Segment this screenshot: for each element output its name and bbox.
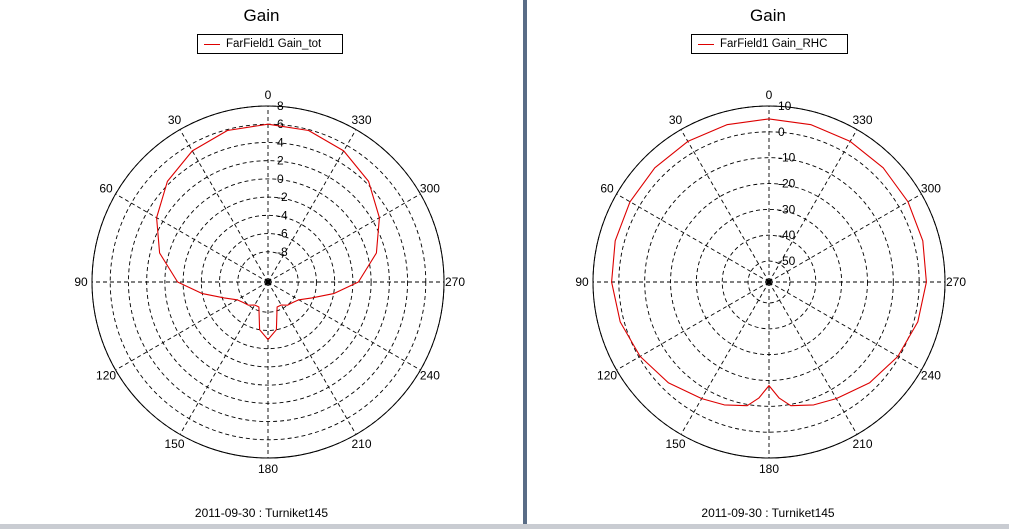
angle-tick-label: 0 xyxy=(766,88,773,102)
angle-tick-label: 120 xyxy=(96,369,116,383)
angle-tick-label: 90 xyxy=(74,275,88,289)
angle-tick-label: 300 xyxy=(420,182,440,196)
legend-label: FarField1 Gain_tot xyxy=(226,38,322,50)
footer-caption: 2011-09-30 : Turniket145 xyxy=(194,506,329,520)
radial-tick-label: -8 xyxy=(277,245,288,259)
radial-grid-circle xyxy=(644,157,894,407)
angle-spoke xyxy=(267,129,357,283)
center-marker xyxy=(264,278,272,286)
angle-tick-label: 0 xyxy=(265,88,272,102)
bottom-scrollbar-strip[interactable] xyxy=(0,524,1009,529)
angle-spoke xyxy=(768,193,922,283)
angle-spoke xyxy=(768,129,858,283)
radial-grid-circle xyxy=(164,178,372,386)
angle-spoke xyxy=(680,129,770,283)
polar-plot-gain-tot: 8 6 4 2 0 -2 -4 -6 -8 0 30 60 90 120 150 180 210 240 270 30… xyxy=(74,88,465,476)
angle-spoke xyxy=(267,281,357,435)
radial-tick-label: -4 xyxy=(277,208,288,222)
chart-legend: FarField1 Gain_tot xyxy=(197,34,343,54)
radial-tick-label: 2 xyxy=(277,154,284,168)
series-line xyxy=(611,118,927,407)
angle-spoke xyxy=(680,281,770,435)
angle-tick-label: 90 xyxy=(575,275,589,289)
left-chart-panel: Gain FarField1 Gain_tot 8 6 4 2 0 -2 -4 -6 -8 0 30… xyxy=(74,6,466,520)
angle-spoke xyxy=(616,281,770,371)
angle-spoke xyxy=(267,281,421,371)
radial-tick-label: 8 xyxy=(277,99,284,113)
radial-tick-label: -40 xyxy=(778,228,796,242)
angle-spoke xyxy=(768,281,858,435)
radial-grid-circle xyxy=(747,260,791,304)
angle-tick-label: 210 xyxy=(351,437,371,451)
radial-tick-label: 4 xyxy=(277,135,284,149)
legend-label: FarField1 Gain_RHC xyxy=(720,38,828,50)
radial-tick-label: 0 xyxy=(778,125,785,139)
angle-tick-label: 120 xyxy=(597,369,617,383)
chart-legend: FarField1 Gain_RHC xyxy=(691,34,848,54)
angle-tick-label: 60 xyxy=(99,182,113,196)
angle-tick-label: 270 xyxy=(445,275,465,289)
angle-tick-label: 30 xyxy=(669,113,683,127)
angle-tick-label: 210 xyxy=(852,437,872,451)
right-chart-panel: Gain FarField1 Gain_RHC 10 0 -10 -20 -30 -40 -… xyxy=(527,0,1009,529)
center-marker xyxy=(765,278,773,286)
angle-spoke xyxy=(179,281,269,435)
radial-grid-circle xyxy=(721,234,817,330)
angle-spoke xyxy=(267,193,421,283)
angle-tick-label: 60 xyxy=(600,182,614,196)
radial-tick-label: -2 xyxy=(277,190,288,204)
radial-tick-label: -10 xyxy=(778,151,796,165)
angle-tick-label: 330 xyxy=(351,113,371,127)
panel-divider[interactable] xyxy=(523,0,527,529)
chart-title: Gain xyxy=(750,6,786,25)
angle-spoke xyxy=(768,281,922,371)
angle-spoke xyxy=(115,193,269,283)
radial-tick-label: -20 xyxy=(778,177,796,191)
angle-spoke xyxy=(616,193,770,283)
radial-tick-label: -6 xyxy=(277,227,288,241)
radial-grid-circle xyxy=(127,141,409,423)
polar-plot-gain-rhc: 10 0 -10 -20 -30 -40 -50 0 30 60 90 120 150 180 210 240… xyxy=(575,88,966,476)
angle-tick-label: 180 xyxy=(258,462,278,476)
legend-swatch xyxy=(698,43,714,45)
angle-spoke xyxy=(179,129,269,283)
radial-tick-label: 6 xyxy=(277,117,284,131)
radial-tick-label: 0 xyxy=(277,172,284,186)
radial-tick-label: -30 xyxy=(778,202,796,216)
radial-tick-label: 10 xyxy=(778,99,792,113)
angle-tick-label: 330 xyxy=(852,113,872,127)
legend-swatch xyxy=(204,43,220,45)
angle-tick-label: 240 xyxy=(420,369,440,383)
angle-tick-label: 240 xyxy=(921,369,941,383)
angle-tick-label: 270 xyxy=(946,275,966,289)
chart-title: Gain xyxy=(243,6,280,25)
radial-tick-label: -50 xyxy=(778,254,796,268)
footer-caption: 2011-09-30 : Turniket145 xyxy=(701,506,835,520)
angle-tick-label: 300 xyxy=(921,182,941,196)
angle-tick-label: 150 xyxy=(665,437,685,451)
radial-grid-circle xyxy=(219,233,317,331)
angle-tick-label: 150 xyxy=(164,437,184,451)
angle-tick-label: 30 xyxy=(168,113,182,127)
series-line xyxy=(156,123,380,341)
angle-spoke xyxy=(115,281,269,371)
angle-tick-label: 180 xyxy=(759,462,779,476)
